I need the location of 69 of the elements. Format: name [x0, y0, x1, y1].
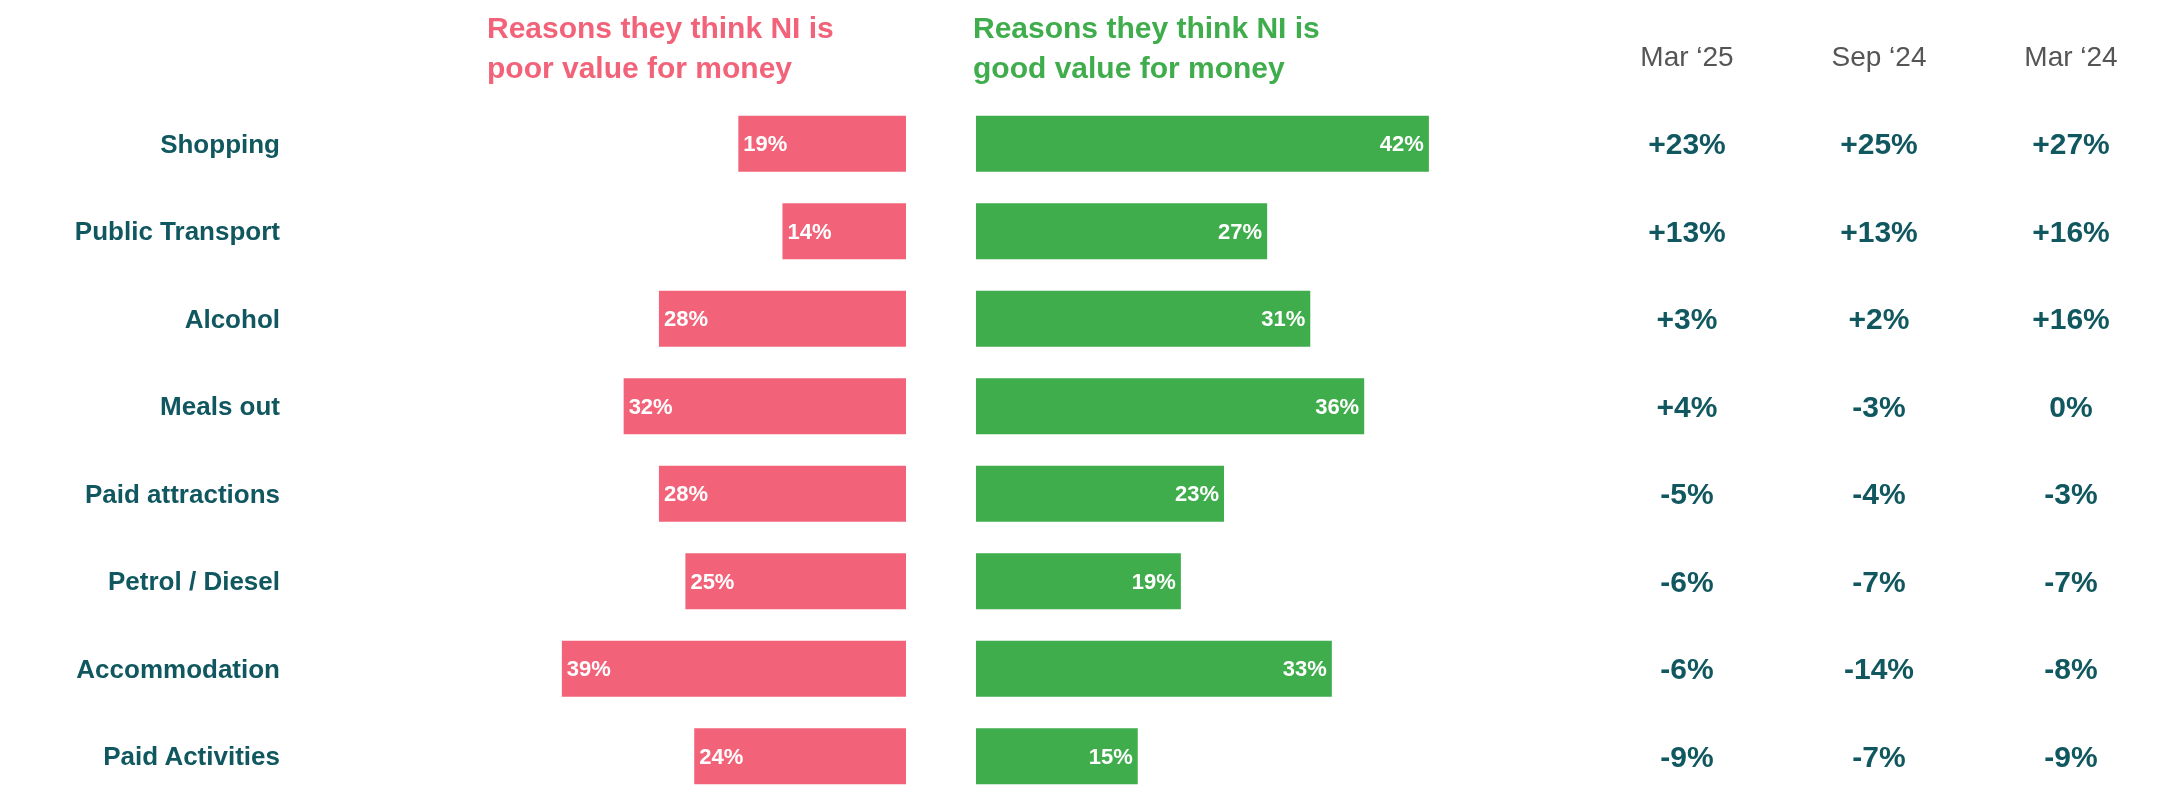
- bar: [623, 378, 906, 435]
- text: -6%: [1660, 652, 1714, 686]
- text: +4%: [1656, 389, 1718, 423]
- bar: [976, 203, 1268, 260]
- y-tick-label: Accommodation: [76, 653, 280, 684]
- data-label: 31%: [1261, 306, 1306, 332]
- y-tick-label: Public Transport: [74, 216, 281, 247]
- data-label: 27%: [1218, 218, 1263, 244]
- text: -9%: [1660, 739, 1714, 773]
- chart-title: Reasons they think NI is good value for money: [973, 10, 1329, 84]
- bar: [685, 553, 906, 610]
- bar: [976, 465, 1225, 522]
- text: -4%: [1852, 477, 1906, 511]
- text: -3%: [1852, 389, 1906, 423]
- text: +16%: [2032, 302, 2110, 336]
- text: -5%: [1660, 477, 1714, 511]
- bar: [782, 203, 906, 260]
- chart-title: Reasons they think NI is poor value for money: [487, 10, 843, 84]
- data-label: 15%: [1088, 743, 1133, 769]
- text: +13%: [1648, 214, 1726, 248]
- text: +3%: [1656, 302, 1718, 336]
- bar: [694, 728, 906, 785]
- data-label: 28%: [663, 481, 708, 507]
- text: -7%: [2044, 564, 2098, 598]
- bar: [658, 290, 906, 347]
- data-label: 32%: [628, 393, 673, 419]
- text: +13%: [1840, 214, 1918, 248]
- text: +2%: [1848, 302, 1910, 336]
- data-label: 19%: [743, 131, 788, 157]
- category-label: Mar ‘24: [2024, 40, 2118, 72]
- data-label: 36%: [1315, 393, 1360, 419]
- bar: [976, 378, 1365, 435]
- y-tick-label: Alcohol: [184, 303, 280, 334]
- data-label: 42%: [1379, 131, 1424, 157]
- bar: [658, 465, 906, 522]
- text: -7%: [1852, 564, 1906, 598]
- data-label: 23%: [1174, 481, 1220, 507]
- text: -3%: [2044, 477, 2098, 511]
- text: +16%: [2032, 214, 2110, 248]
- y-tick-label: Petrol / Diesel: [108, 566, 280, 597]
- text: +23%: [1648, 127, 1726, 161]
- text: -8%: [2044, 652, 2098, 686]
- data-label: 19%: [1131, 568, 1176, 594]
- bar: [976, 553, 1181, 610]
- y-tick-label: Paid attractions: [84, 478, 280, 509]
- text: -9%: [2044, 739, 2098, 773]
- bar: [738, 115, 906, 172]
- text: +27%: [2032, 127, 2110, 161]
- bar: [976, 115, 1429, 172]
- text: -6%: [1660, 564, 1714, 598]
- bar: [976, 290, 1311, 347]
- data-label: 14%: [787, 218, 832, 244]
- y-tick-label: Paid Activities: [103, 741, 280, 772]
- text: 0%: [2049, 389, 2093, 423]
- text: -14%: [1843, 652, 1915, 686]
- data-label: 25%: [690, 568, 735, 594]
- bar: [976, 640, 1332, 697]
- text: +25%: [1840, 127, 1918, 161]
- y-tick-label: Shopping: [160, 128, 280, 159]
- text: -7%: [1852, 739, 1906, 773]
- data-label: 33%: [1282, 656, 1327, 682]
- data-label: 39%: [566, 656, 611, 682]
- bar: [976, 728, 1138, 785]
- data-label: 24%: [699, 743, 744, 769]
- data-label: 28%: [663, 306, 708, 332]
- category-label: Sep ‘24: [1831, 40, 1927, 72]
- category-label: Mar ‘25: [1640, 40, 1734, 72]
- bar: [561, 640, 906, 697]
- y-tick-label: Meals out: [160, 391, 281, 422]
